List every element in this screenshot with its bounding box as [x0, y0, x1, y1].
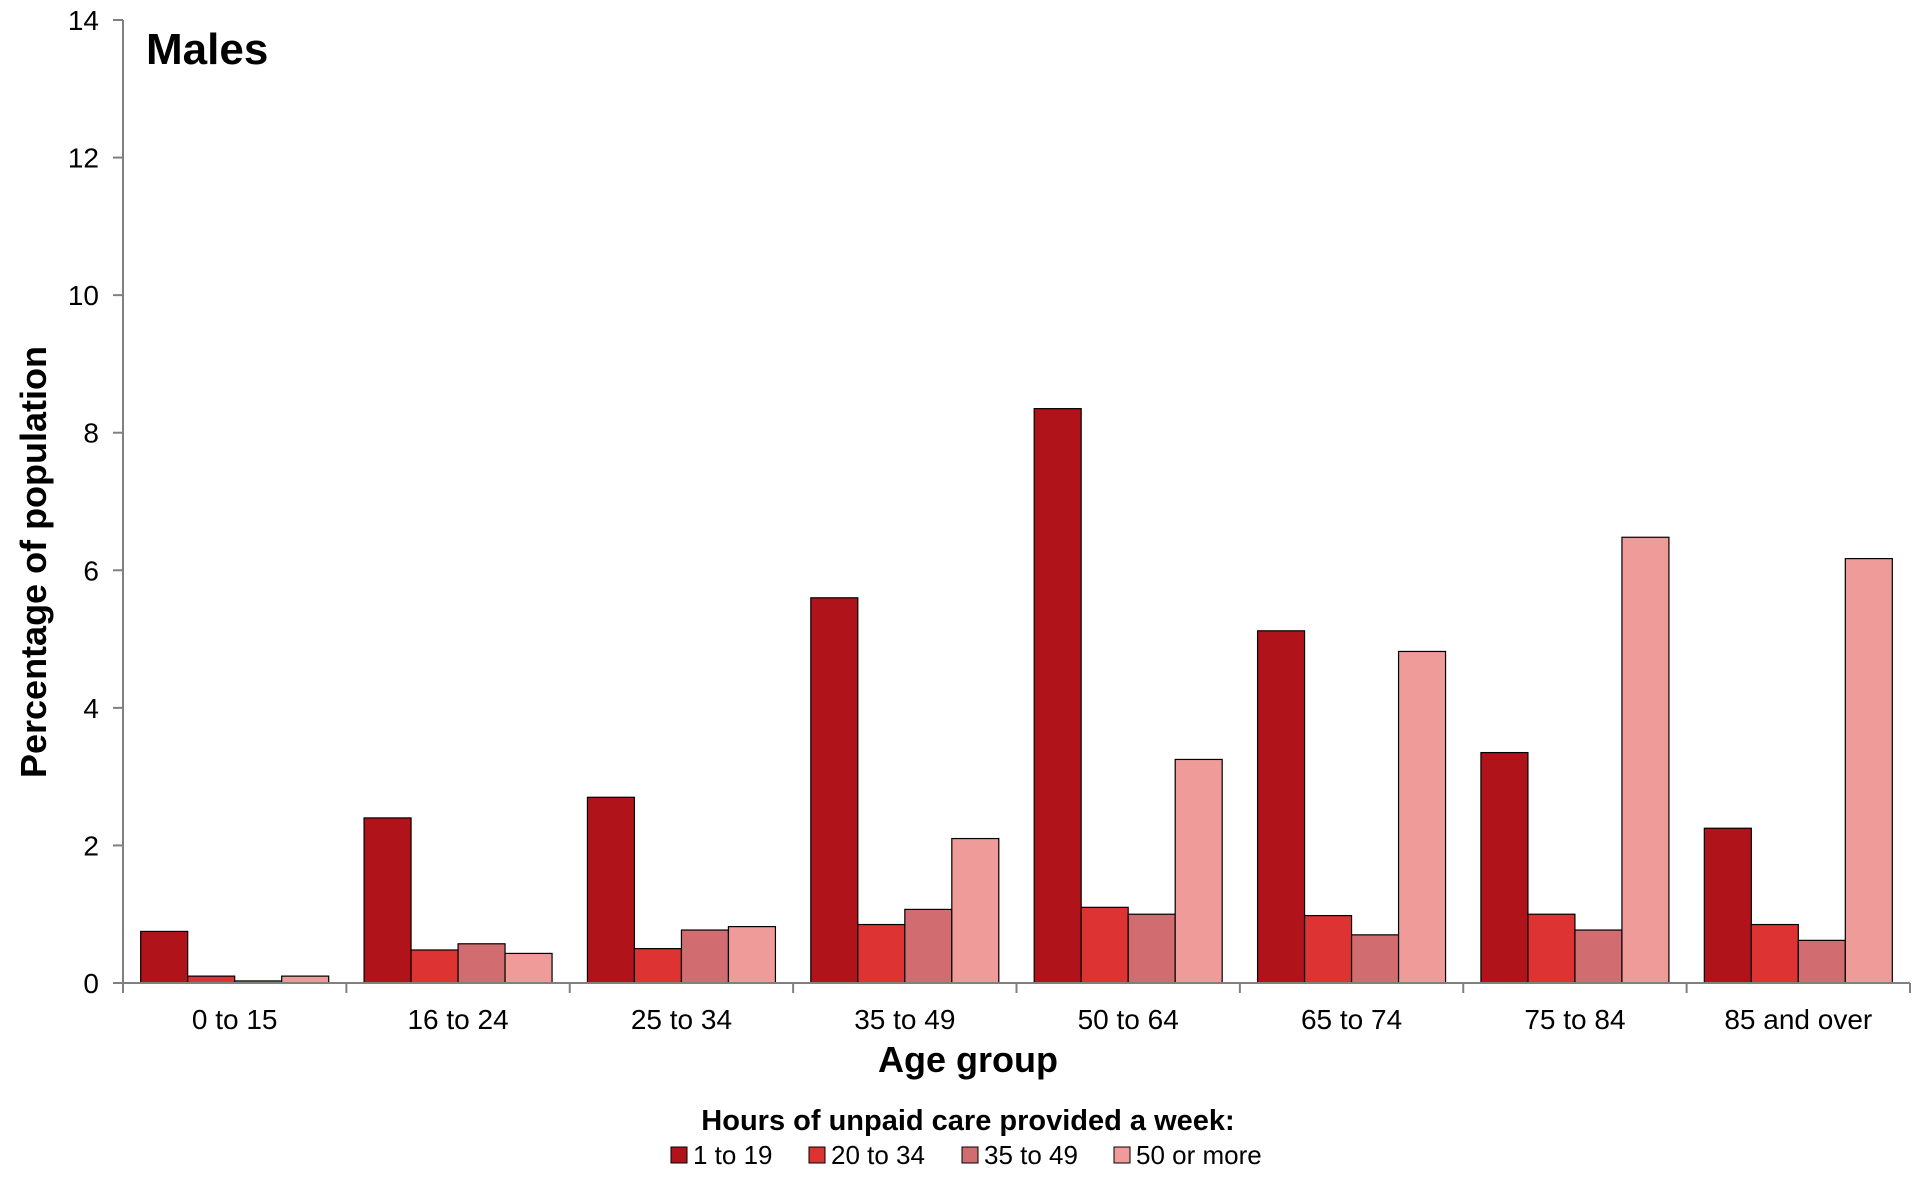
bar-20-to-34-65-to-74	[1303, 914, 1353, 984]
bar-50-or-more-35-to-49	[951, 837, 1000, 984]
x-tick-label: 35 to 49	[854, 1004, 955, 1035]
legend-label: 35 to 49	[984, 1140, 1078, 1170]
bar-1-to-19-75-to-84	[1480, 751, 1529, 984]
bar-20-to-34-0-to-15	[187, 975, 236, 984]
bar-1-to-19-0-to-15	[140, 930, 189, 984]
bar-50-or-more-16-to-24	[504, 952, 553, 984]
y-tick-label: 0	[83, 968, 99, 999]
legend-label: 50 or more	[1136, 1140, 1262, 1170]
legend-label: 1 to 19	[693, 1140, 773, 1170]
y-axis-ticks: 0 2 4 6 8 10 12 14	[68, 5, 123, 999]
bars-layer	[140, 408, 1893, 984]
bar-50-or-more-25-to-34	[727, 925, 777, 984]
bar-35-to-49-85-and-over	[1797, 939, 1846, 984]
x-tick-label: 50 to 64	[1078, 1004, 1179, 1035]
bar-1-to-19-85-and-over	[1703, 827, 1752, 984]
legend-swatch	[670, 1146, 688, 1164]
bar-20-to-34-75-to-84	[1527, 913, 1576, 984]
y-tick-label: 14	[68, 5, 99, 36]
legend-swatch	[961, 1146, 979, 1164]
bar-35-to-49-25-to-34	[680, 929, 730, 984]
bar-1-to-19-50-to-64	[1033, 408, 1082, 984]
x-tick-label: 75 to 84	[1524, 1004, 1625, 1035]
bar-50-or-more-75-to-84	[1621, 536, 1670, 984]
y-tick-label: 4	[83, 693, 99, 724]
x-tick-label: 0 to 15	[192, 1004, 278, 1035]
bar-1-to-19-25-to-34	[586, 796, 636, 984]
y-tick-label: 6	[83, 555, 99, 586]
bar-20-to-34-25-to-34	[633, 948, 683, 984]
y-tick-label: 2	[83, 830, 99, 861]
x-tick-label: 85 and over	[1724, 1004, 1872, 1035]
bar-35-to-49-75-to-84	[1574, 929, 1623, 984]
bar-35-to-49-35-to-49	[904, 908, 953, 984]
bar-20-to-34-50-to-64	[1080, 906, 1129, 984]
bar-50-or-more-85-and-over	[1844, 557, 1893, 984]
x-tick-label: 65 to 74	[1301, 1004, 1402, 1035]
bar-20-to-34-35-to-49	[857, 923, 906, 984]
legend: 1 to 19 20 to 34 35 to 49 50 or more	[670, 1140, 1262, 1170]
legend-label: 20 to 34	[831, 1140, 925, 1170]
bar-35-to-49-16-to-24	[457, 943, 506, 984]
bar-35-to-49-50-to-64	[1127, 913, 1176, 984]
y-tick-label: 12	[68, 143, 99, 174]
bar-20-to-34-85-and-over	[1750, 923, 1799, 984]
legend-swatch	[808, 1146, 826, 1164]
y-axis-title: Percentage of population	[13, 346, 54, 778]
bar-50-or-more-65-to-74	[1397, 650, 1447, 984]
x-tick-label: 16 to 24	[407, 1004, 508, 1035]
chart-title: Males	[146, 25, 268, 74]
bar-50-or-more-0-to-15	[281, 975, 330, 984]
bar-50-or-more-50-to-64	[1174, 758, 1223, 984]
x-tick-label: 25 to 34	[631, 1004, 732, 1035]
legend-swatch	[1113, 1146, 1131, 1164]
bar-1-to-19-35-to-49	[810, 597, 859, 984]
legend-title: Hours of unpaid care provided a week:	[701, 1105, 1234, 1137]
bar-1-to-19-16-to-24	[363, 817, 412, 984]
bar-20-to-34-16-to-24	[410, 949, 459, 984]
y-tick-label: 8	[83, 418, 99, 449]
x-axis-ticks: 0 to 15 16 to 24 25 to 34 35 to 49 50 to 64 6…	[122, 983, 1911, 1035]
bar-35-to-49-65-to-74	[1350, 934, 1400, 984]
bar-1-to-19-65-to-74	[1256, 630, 1306, 984]
x-axis-title: Age group	[878, 1039, 1058, 1080]
y-tick-label: 10	[68, 280, 99, 311]
